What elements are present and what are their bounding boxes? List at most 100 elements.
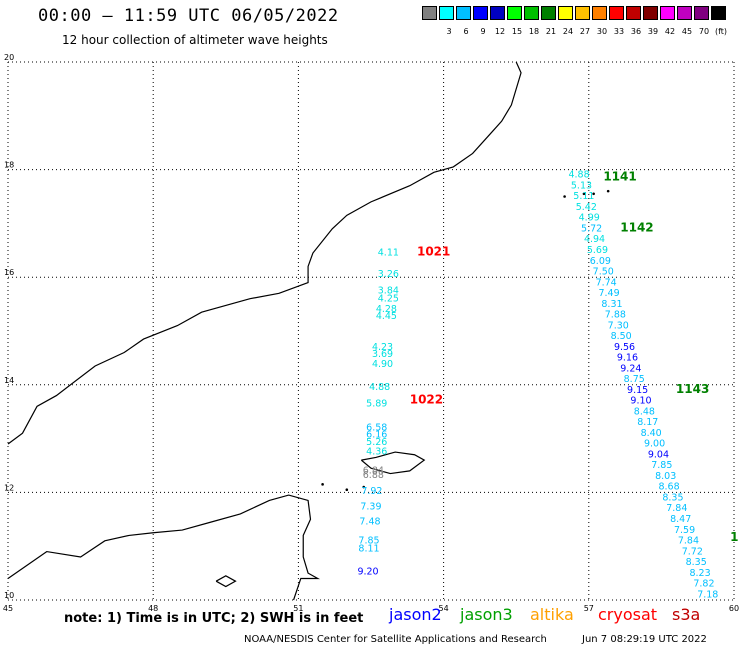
lon-tick-label: 60	[729, 604, 739, 613]
coastline-arabia	[7, 61, 522, 445]
wave-height-value: 8.47	[670, 514, 691, 525]
color-swatch	[541, 6, 556, 20]
wave-height-value: 7.88	[605, 310, 626, 321]
wave-height-value: 4.45	[376, 311, 397, 322]
wave-height-value: 5.89	[366, 398, 387, 409]
track-label: 1141	[603, 169, 636, 183]
color-swatch	[643, 6, 658, 20]
lat-tick-label: 16	[4, 268, 14, 277]
color-swatch	[677, 6, 692, 20]
track-label: 1022	[410, 393, 443, 407]
footer-note: note: 1) Time is in UTC; 2) SWH is in fe…	[64, 611, 364, 626]
lat-tick-label: 12	[4, 483, 14, 492]
wave-height-value: 8.75	[624, 374, 645, 385]
wave-height-value: 8.35	[686, 557, 707, 568]
small-island	[563, 195, 566, 198]
lon-tick-label: 54	[439, 604, 449, 613]
wave-height-value: 7.39	[360, 502, 381, 513]
color-swatch-label: 33	[613, 27, 625, 36]
islet	[215, 575, 237, 588]
track-label: 1021	[417, 245, 450, 259]
color-swatch	[592, 6, 607, 20]
color-swatch-label: 18	[528, 27, 540, 36]
generated-timestamp: Jun 7 08:29:19 UTC 2022	[582, 634, 707, 645]
wave-height-value: 8.68	[658, 482, 679, 493]
color-swatch-label: 21	[545, 27, 557, 36]
wave-height-value: 4.94	[584, 234, 605, 245]
legend-jason2: jason2	[389, 605, 442, 624]
color-swatch	[575, 6, 590, 20]
track-label-edge: 1	[730, 530, 738, 544]
legend-jason3: jason3	[460, 605, 513, 624]
lat-tick-label: 14	[4, 376, 14, 385]
wave-height-value: 4.25	[378, 293, 399, 304]
wave-height-value: 3.69	[372, 349, 393, 360]
color-swatch-label: 9	[480, 27, 486, 36]
wave-height-value: 4.36	[366, 447, 387, 458]
wave-height-value: 7.92	[361, 486, 382, 497]
small-island	[321, 483, 324, 486]
color-swatch	[609, 6, 624, 20]
wave-height-value: 7.85	[651, 460, 672, 471]
wave-height-value: 7.74	[596, 277, 617, 288]
wave-height-value: 7.82	[693, 579, 714, 590]
wave-height-value: 9.10	[630, 396, 651, 407]
wave-height-value: 5.69	[587, 245, 608, 256]
small-island	[362, 485, 366, 489]
wave-height-value: 7.85	[358, 536, 379, 547]
map-subtitle: 12 hour collection of altimeter wave hei…	[62, 33, 328, 47]
wave-height-value: 5.11	[573, 191, 594, 202]
wave-height-value: 5.26	[366, 437, 387, 448]
wave-height-value: 9.16	[617, 353, 638, 364]
wave-height-value: 4.99	[579, 213, 600, 224]
track-label: 1142	[620, 220, 653, 234]
color-swatch-label: 15	[511, 27, 523, 36]
wave-height-value: 7.50	[593, 267, 614, 278]
small-island	[606, 189, 610, 193]
small-island	[345, 488, 349, 492]
wave-height-value: 7.72	[682, 546, 703, 557]
wave-height-value: 4.88	[369, 382, 390, 393]
wave-height-value: 8.03	[655, 471, 676, 482]
color-swatch	[524, 6, 539, 20]
track-label: 1143	[676, 382, 709, 396]
color-swatch	[694, 6, 709, 20]
coastline-africa	[7, 494, 321, 601]
wave-height-value: 7.84	[666, 503, 687, 514]
wave-height-value: 5.42	[576, 202, 597, 213]
legend-cryosat: cryosat	[598, 605, 658, 624]
color-swatch	[507, 6, 522, 20]
lat-tick-label: 20	[4, 53, 14, 62]
wave-height-value: 6.84	[363, 466, 384, 477]
lon-tick-label: 51	[293, 604, 303, 613]
wave-height-value: 6.09	[590, 256, 611, 267]
wave-height-value: 8.31	[601, 299, 622, 310]
color-swatch-label: 36	[630, 27, 642, 36]
wave-height-value: 7.84	[678, 536, 699, 547]
wave-height-value: 8.11	[358, 544, 379, 555]
wave-height-value: 9.00	[644, 439, 665, 450]
map-title: 00:00 — 11:59 UTC 06/05/2022	[38, 6, 339, 26]
color-swatch	[558, 6, 573, 20]
wave-height-value: 9.24	[620, 363, 641, 374]
wave-height-value: 4.90	[372, 359, 393, 370]
color-swatch	[422, 6, 437, 20]
wave-height-value: 8.50	[611, 331, 632, 342]
color-swatch-label: 42	[664, 27, 676, 36]
color-swatch	[456, 6, 471, 20]
wave-height-value: 3.84	[378, 285, 399, 296]
wave-height-value: 9.56	[614, 342, 635, 353]
wave-height-value: 6.16	[366, 430, 387, 441]
wave-height-value: 4.23	[372, 342, 393, 353]
color-swatch-label: 12	[494, 27, 506, 36]
wave-height-value: 9.20	[357, 567, 378, 578]
wave-height-value: 8.17	[637, 417, 658, 428]
wave-height-value: 7.18	[697, 589, 718, 600]
wave-height-value: 9.04	[648, 449, 669, 460]
color-swatch-label: (ft)	[714, 27, 728, 36]
lon-tick-label: 45	[3, 604, 13, 613]
color-swatch-label: 70	[698, 27, 710, 36]
wave-height-value: 4.28	[376, 304, 397, 315]
island-socotra	[360, 451, 426, 475]
